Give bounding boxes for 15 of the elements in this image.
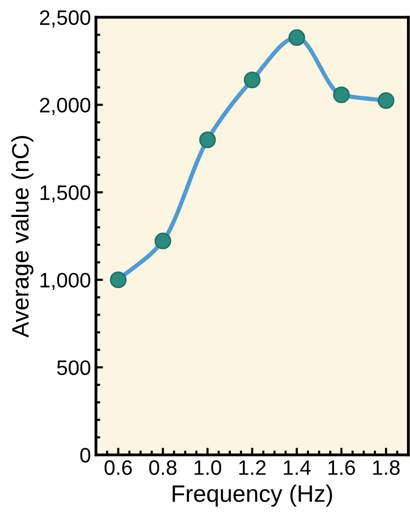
x-tick-label: 1.2: [239, 460, 266, 475]
y-tick-label: 500: [57, 360, 90, 376]
x-tick-label: 1.8: [373, 460, 400, 475]
x-tick-label: 1.6: [328, 460, 355, 475]
y-tick-label: 1,000: [40, 272, 90, 290]
y-tick-label: 2,500: [40, 10, 90, 28]
x-tick-label: 0.8: [149, 460, 176, 475]
y-tick-label: 0: [80, 448, 90, 463]
x-tick-label: 0.6: [104, 460, 132, 475]
y-tick-label: 1,500: [40, 185, 90, 203]
x-tick-label: 1.4: [284, 460, 311, 475]
x-axis-title: Frequency (Hz): [172, 484, 332, 507]
y-axis-title: Average value (nC): [11, 136, 34, 338]
y-tick-label: 2,000: [40, 98, 90, 116]
x-tick-label: 1.0: [194, 460, 222, 475]
